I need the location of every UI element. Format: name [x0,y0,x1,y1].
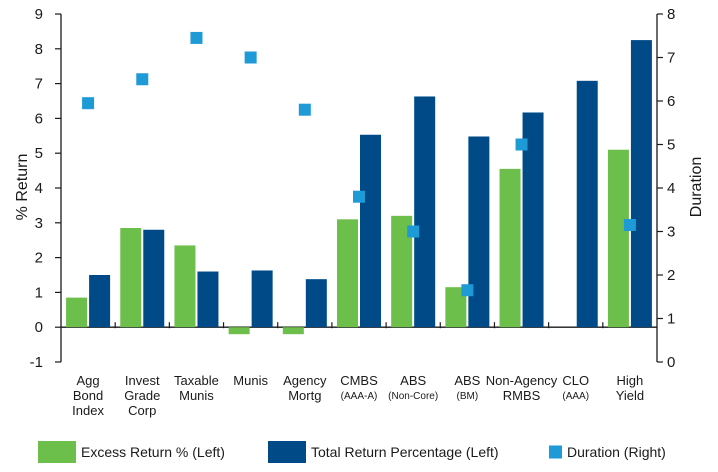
total-return-bar [522,112,544,328]
legend-excess-return-swatch [38,441,76,463]
total-return-bar [576,80,598,328]
duration-marker [515,138,528,151]
category-label: Corp [128,403,156,418]
duration-markers [82,31,636,297]
category-label: Taxable [174,373,219,388]
category-label: Non-Agency [486,373,558,388]
total-return-bar [197,271,219,328]
category-label: Munis [179,388,214,403]
duration-marker [190,31,203,44]
excess-return-bar [391,215,413,328]
category-label: CLO [562,373,589,388]
left-tick-label: 8 [35,41,43,58]
category-label: RMBS [503,388,541,403]
category-sublabel: (AAA-A) [341,391,378,402]
category-label: Agency [283,373,327,388]
category-label: Index [72,403,104,418]
category-sublabel: (Non-Core) [388,391,438,402]
left-tick-label: 2 [35,250,43,267]
left-tick-label: 6 [35,110,43,127]
excess-return-bar [499,168,521,328]
duration-marker [244,51,257,64]
right-tick-label: 6 [667,93,675,110]
right-tick-label: 7 [667,50,675,67]
excess-return-bar [120,228,142,328]
excess-return-bar [445,287,467,328]
duration-marker [407,225,420,238]
category-label: Munis [233,373,268,388]
excess-return-bar [337,219,358,328]
bars [66,40,652,335]
total-return-bar [305,279,327,328]
duration-marker [623,218,636,231]
duration-marker [353,190,365,203]
legend-total-return-label: Total Return Percentage (Left) [311,444,499,460]
right-tick-label: 4 [667,180,675,197]
left-tick-label: 0 [35,319,43,336]
left-tick-label: 3 [35,215,43,232]
category-label: Bond [73,388,103,403]
excess-return-bar [282,327,304,335]
left-tick-label: 7 [35,76,43,93]
total-return-bar [143,229,165,328]
total-return-bar [89,275,111,328]
category-label: CMBS [340,373,378,388]
tick-labels: -1 0 1 2 3 4 5 6 7 8 9 0 1 2 3 4 5 6 7 8 [30,6,676,371]
legend-duration: Duration (Right) [549,444,666,460]
excess-return-bar [66,297,88,328]
legend-duration-swatch [549,445,562,459]
right-axis-title: Duration [688,157,705,217]
left-tick-label: 4 [35,180,43,197]
category-label: ABS [454,373,480,388]
excess-return-bar [174,245,196,328]
excess-return-bar [607,149,629,328]
total-return-bar [468,136,490,328]
legend-excess-return-label: Excess Return % (Left) [81,444,225,460]
legend-total-return-swatch [268,441,306,463]
duration-marker [82,97,95,110]
category-label: Mortg [288,388,321,403]
left-axis-title: % Return [14,154,31,221]
right-tick-label: 3 [667,224,675,241]
duration-marker [136,73,149,86]
category-label: High [617,373,644,388]
legend-duration-label: Duration (Right) [567,444,666,460]
left-tick-label: 5 [35,145,43,162]
category-label: Agg [77,373,100,388]
legend-total-return: Total Return Percentage (Left) [268,441,499,463]
right-tick-label: 8 [667,6,675,23]
category-label: Yield [616,388,644,403]
total-return-bar [360,134,381,328]
right-tick-label: 2 [667,267,675,284]
right-tick-label: 5 [667,137,675,154]
total-return-bar [414,96,436,328]
total-return-bar [630,40,652,328]
legend-excess-return: Excess Return % (Left) [38,441,225,463]
legend: Excess Return % (Left) Total Return Perce… [38,441,666,463]
category-labels: AggBondIndexInvestGradeCorpTaxableMunisM… [72,373,644,418]
left-tick-label: -1 [30,354,43,371]
duration-marker [461,284,474,297]
total-return-bar [251,270,273,328]
category-sublabel: (AAA) [562,391,589,402]
left-tick-label: 1 [35,284,43,301]
excess-return-bar [228,327,250,335]
duration-marker [298,103,311,116]
right-tick-label: 0 [667,354,675,371]
category-sublabel: (BM) [457,391,479,402]
right-tick-label: 1 [667,311,675,328]
category-label: Invest [125,373,160,388]
left-tick-label: 9 [35,6,43,23]
category-label: Grade [124,388,160,403]
category-label: ABS [400,373,426,388]
